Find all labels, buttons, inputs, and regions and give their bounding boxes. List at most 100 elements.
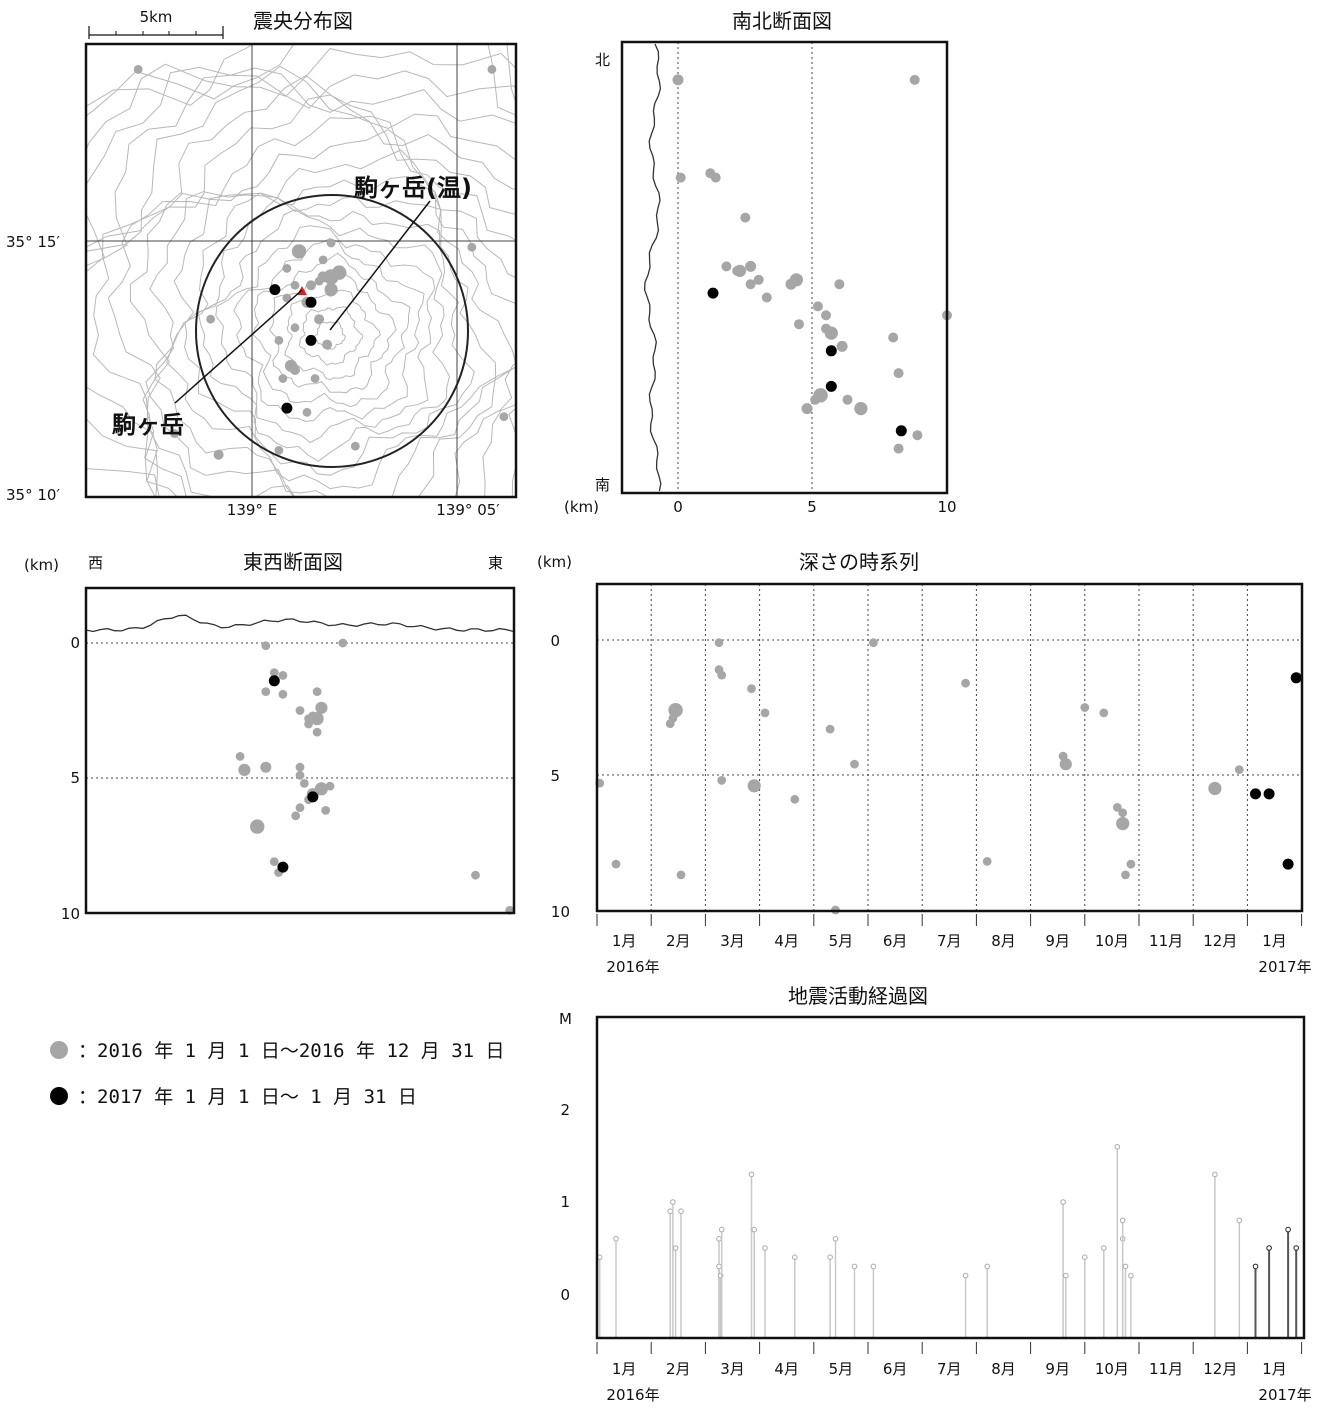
time-depth-month-axis: 1月 2月 3月 4月 5月 6月 7月 8月 9月 10月 11月 12月 1月 [596,914,1303,950]
map-epicenter-black [305,334,317,346]
time-depth-point-gray [790,794,800,804]
ew-hypocenter-gray [291,811,301,821]
map-epicenter-gray [323,269,339,285]
activity-point-gray [1212,1171,1218,1178]
ns-hypocenter-gray [761,292,772,303]
contour-line [86,66,516,273]
ns-x-tick-10: 10 [937,498,956,516]
legend-gray-marker [50,1041,68,1059]
activity-point-gray [748,1171,755,1178]
contour-line [284,289,381,381]
contour-line [86,44,516,116]
month-label: 11月 [1149,932,1183,950]
map-epicenter-gray [278,374,288,383]
activity-point-gray [1119,1217,1126,1224]
time-depth-point-black [1263,788,1275,800]
ns-south-label: 南 [595,476,610,494]
month-label: 5月 [829,932,854,950]
time-depth-point-gray [747,684,756,693]
ns-hypocenter-gray [893,443,904,454]
ew-y-tick-5: 5 [70,769,80,787]
ns-title: 南北断面図 [732,9,832,33]
activity-point-gray [667,1208,674,1214]
activity-point-gray [792,1254,798,1260]
ew-east-label: 東 [488,554,503,572]
contour-line [145,149,516,497]
ew-hypocenter-gray [295,803,305,813]
ew-hypocenter-gray [261,687,271,696]
leader-onsen [329,200,431,331]
ns-hypocenter-gray [821,323,831,334]
ew-unit-label: (km) [24,556,59,574]
month-label: 1月 [1262,1360,1287,1378]
month-label: 7月 [937,1360,962,1378]
time-depth-point-gray [1126,859,1136,869]
ns-hypocenter-black [707,287,719,299]
ew-hypocenter-gray [278,689,288,699]
ew-title: 東西断面図 [243,550,343,574]
lon-label-139e: 139° E [227,501,277,519]
time-depth-point-gray [961,678,970,688]
ns-hypocenter-gray [710,172,721,183]
map-epicenter-gray [302,407,312,417]
ew-hypocenter-gray [238,763,251,777]
ns-hypocenter-gray [740,212,751,223]
ew-hypocenter-black [307,791,319,803]
activity-point-gray [1236,1217,1243,1224]
month-label: 11月 [1149,1360,1183,1378]
ns-frame [620,40,949,495]
time-depth-point-gray [982,857,992,866]
ew-section-panel: 東西断面図 (km) 西 東 0 5 10 [24,550,516,923]
activity-point-gray [716,1236,722,1242]
activity-point-gray [716,1263,722,1270]
map-epicenter-gray [314,314,325,325]
ew-hypocenter-gray [315,701,328,714]
ew-hypocenter-black [277,861,289,873]
ns-hypocenter-gray [854,402,868,416]
contour-line [165,192,497,490]
map-epicenter-black [305,296,317,308]
month-label: 9月 [1045,1360,1070,1378]
ew-west-label: 西 [88,554,103,572]
map-epicenter-gray [499,412,509,421]
ew-hypocenter-gray [299,779,309,788]
ns-hypocenter-black [895,425,907,437]
map-epicenter-gray [310,374,320,383]
ew-hypocenter-gray [304,719,313,729]
contour-line [252,252,411,408]
epicenter-map-panel: 震央分布図 5km 駒ヶ岳 駒ヶ岳(温) 35° 15′ 35° 10′ 139… [6,8,518,519]
activity-point-gray [1082,1254,1088,1260]
activity-point-gray [1101,1245,1107,1251]
activity-point-gray [962,1272,969,1279]
activity-point-gray [851,1263,858,1270]
ew-y-tick-10: 10 [61,905,80,923]
ew-hypocenter-gray [260,761,272,773]
map-epicenter-gray [290,365,300,375]
month-label: 1月 [612,932,637,950]
map-title: 震央分布図 [253,9,353,33]
activity-title: 地震活動経過図 [788,984,928,1008]
ns-x-tick-0: 0 [673,498,683,516]
map-epicenter-gray [487,65,497,74]
ew-hypocenters [235,638,515,915]
contour-line [92,94,516,497]
activity-point-black [1285,1226,1291,1233]
ew-hypocenter-gray [312,727,322,737]
legend-black-marker [50,1087,68,1105]
activity-point-gray [1060,1199,1066,1205]
activity-stems [596,1144,1299,1338]
activity-point-gray [718,1226,725,1233]
contour-line [314,321,346,350]
time-depth-point-gray [869,638,878,648]
time-depth-point-gray [611,859,621,869]
ns-hypocenter-gray [812,301,823,312]
time-depth-point-gray [717,776,727,785]
map-epicenter-gray [314,276,324,286]
ns-hypocenter-black [825,345,837,357]
map-epicenter-gray [318,255,328,265]
activity-frame [595,1015,1306,1340]
map-frame [84,42,518,499]
activity-month-axis: 1月 2月 3月 4月 5月 6月 7月 8月 9月 10月 11月 12月 1月 [596,1342,1303,1378]
time-depth-point-gray [668,703,683,718]
ns-hypocenter-gray [836,340,848,352]
